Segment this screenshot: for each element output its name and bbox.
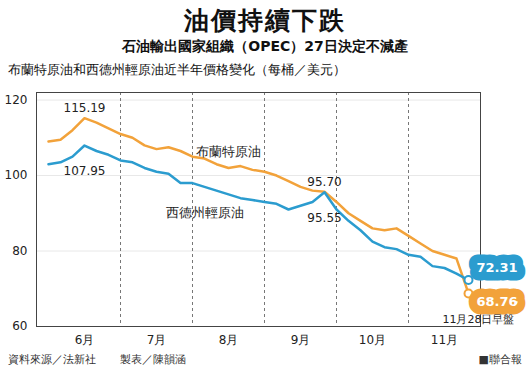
html-text:石油輸出國家組織（OPEC）27日決定不減產: 石油輸出國家組織（OPEC）27日決定不減產	[122, 38, 408, 54]
svg-text:西德州輕原油: 西德州輕原油	[166, 205, 244, 220]
svg-text:95.70: 95.70	[307, 175, 341, 189]
svg-text:布蘭特原油: 布蘭特原油	[196, 144, 261, 159]
svg-text:115.19: 115.19	[64, 101, 106, 115]
html-text:製表／陳韻涵: 製表／陳韻涵	[120, 353, 186, 366]
svg-text:11月: 11月	[431, 333, 458, 347]
svg-text:11月28日早盤: 11月28日早盤	[443, 313, 515, 326]
html-text:■聯合報: ■聯合報	[478, 353, 522, 366]
svg-text:8月: 8月	[219, 333, 239, 347]
svg-text:80: 80	[12, 244, 27, 258]
svg-text:95.55: 95.55	[307, 211, 341, 225]
svg-text:7月: 7月	[147, 333, 167, 347]
svg-text:10月: 10月	[359, 333, 386, 347]
html-text:布蘭特原油和西德州輕原油近半年價格變化（每桶／美元）: 布蘭特原油和西德州輕原油近半年價格變化（每桶／美元）	[8, 62, 346, 77]
html-text:油價持續下跌: 油價持續下跌	[184, 6, 346, 35]
svg-text:68.76: 68.76	[477, 294, 518, 309]
svg-text:60: 60	[12, 319, 27, 333]
svg-text:100: 100	[5, 168, 28, 182]
html-text:資料來源／法新社: 資料來源／法新社	[8, 353, 96, 366]
svg-text:72.31: 72.31	[477, 260, 518, 275]
svg-text:6月: 6月	[75, 333, 95, 347]
svg-text:9月: 9月	[291, 333, 311, 347]
svg-text:107.95: 107.95	[64, 164, 106, 178]
svg-text:120: 120	[5, 93, 28, 107]
